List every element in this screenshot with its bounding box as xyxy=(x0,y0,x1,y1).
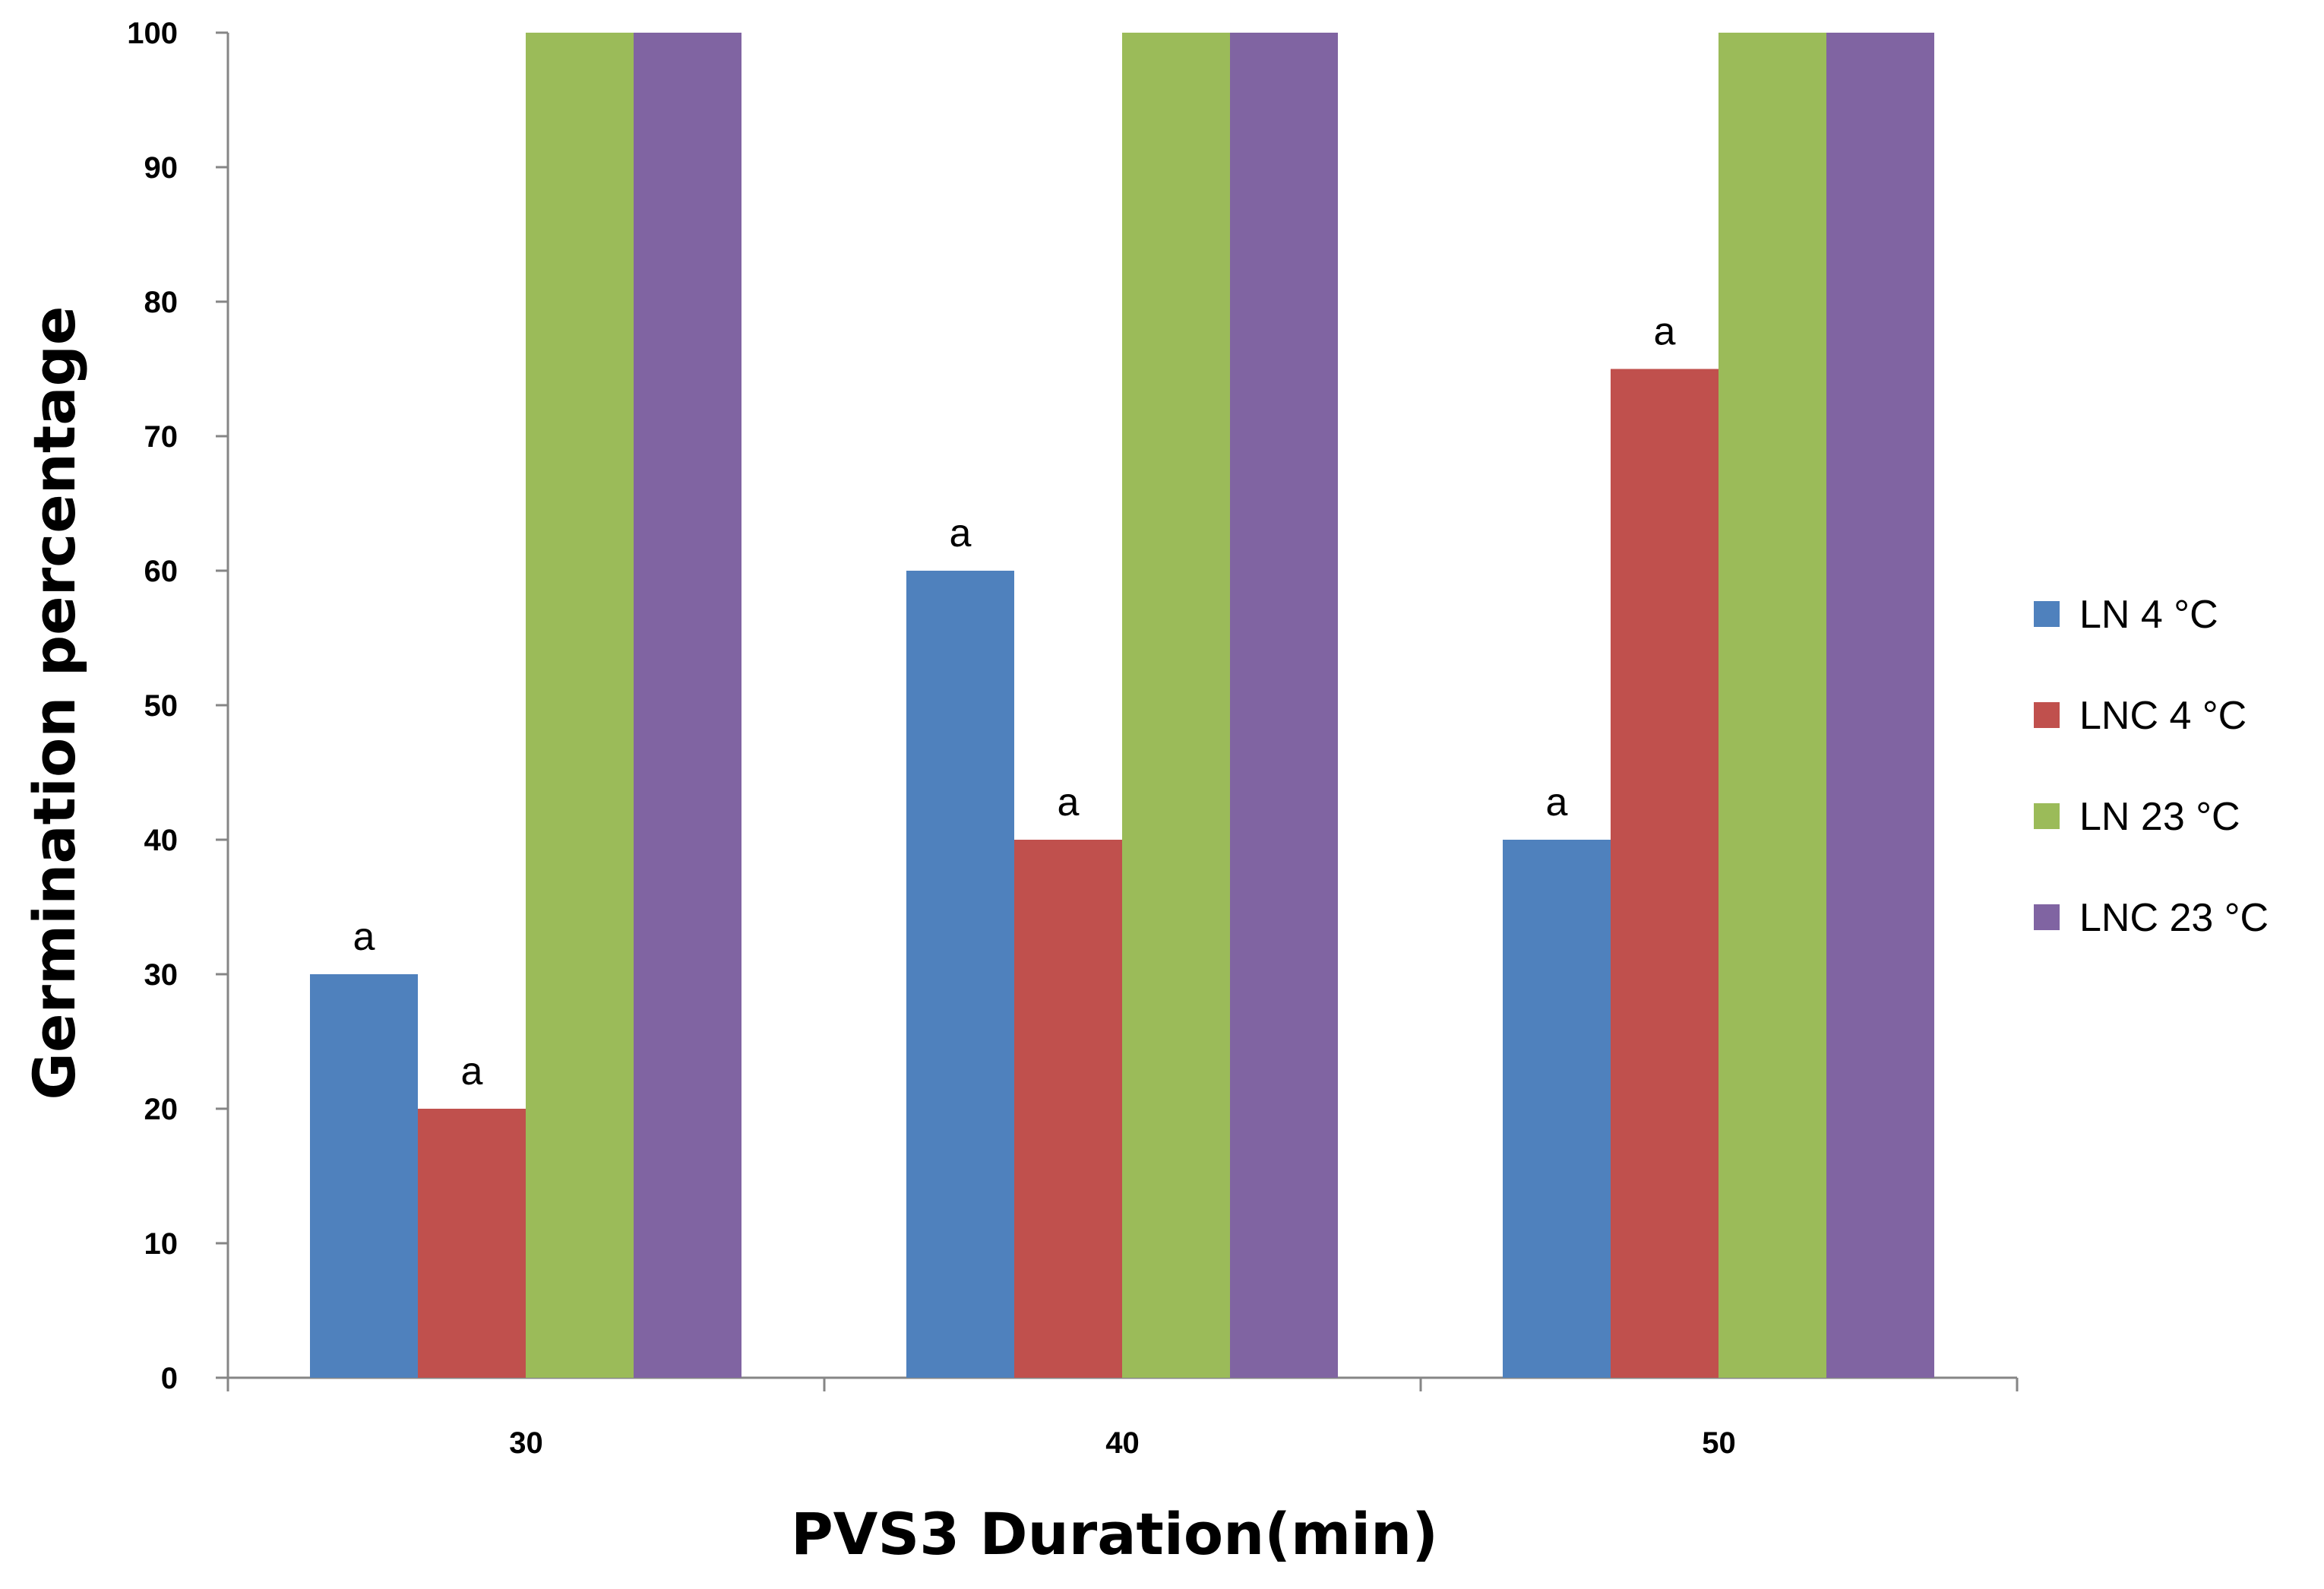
legend-swatch xyxy=(2034,904,2060,930)
bar xyxy=(1503,840,1611,1378)
bar xyxy=(1014,840,1122,1378)
bar xyxy=(1611,369,1718,1378)
x-tick-label: 30 xyxy=(509,1426,543,1460)
bar xyxy=(1122,33,1230,1378)
legend-swatch xyxy=(2034,702,2060,728)
x-tick-label: 40 xyxy=(1105,1426,1140,1460)
x-axis-title: PVS3 Duration(min) xyxy=(791,1500,1438,1568)
y-tick-label: 30 xyxy=(144,958,179,992)
y-tick-label: 90 xyxy=(144,151,179,185)
data-label: a xyxy=(353,915,375,959)
data-label: a xyxy=(1546,780,1568,825)
y-tick-label: 70 xyxy=(144,420,179,454)
y-axis-title: Germination percentage xyxy=(21,306,88,1100)
y-tick-label: 80 xyxy=(144,286,179,319)
y-tick-label: 20 xyxy=(144,1093,179,1126)
y-tick-label: 100 xyxy=(127,17,178,50)
y-tick-label: 10 xyxy=(144,1227,179,1261)
data-label: a xyxy=(1654,310,1676,354)
legend-label: LNC 23 °C xyxy=(2079,896,2269,940)
bar xyxy=(1826,33,1934,1378)
bar xyxy=(1230,33,1338,1378)
bar xyxy=(634,33,741,1378)
data-label: a xyxy=(950,511,972,556)
legend-label: LN 23 °C xyxy=(2079,795,2240,839)
plot-area: 0 10 20 30 40 50 60 70 80 90 100 30 40 50 a a a a a a LN 4 °… xyxy=(127,17,2269,1460)
x-tick-label: 50 xyxy=(1702,1426,1736,1460)
bar xyxy=(418,1109,526,1378)
y-tick-label: 40 xyxy=(144,824,179,857)
bar xyxy=(1718,33,1826,1378)
legend-swatch xyxy=(2034,803,2060,829)
legend-swatch xyxy=(2034,601,2060,627)
legend-label: LN 4 °C xyxy=(2079,593,2218,637)
legend-label: LNC 4 °C xyxy=(2079,694,2247,738)
bar xyxy=(526,33,634,1378)
bar xyxy=(906,571,1014,1378)
y-tick-label: 60 xyxy=(144,555,179,588)
y-tick-label: 50 xyxy=(144,689,179,723)
bar xyxy=(310,974,418,1378)
data-label: a xyxy=(461,1049,483,1094)
y-tick-label: 0 xyxy=(161,1362,178,1395)
data-label: a xyxy=(1058,780,1080,825)
